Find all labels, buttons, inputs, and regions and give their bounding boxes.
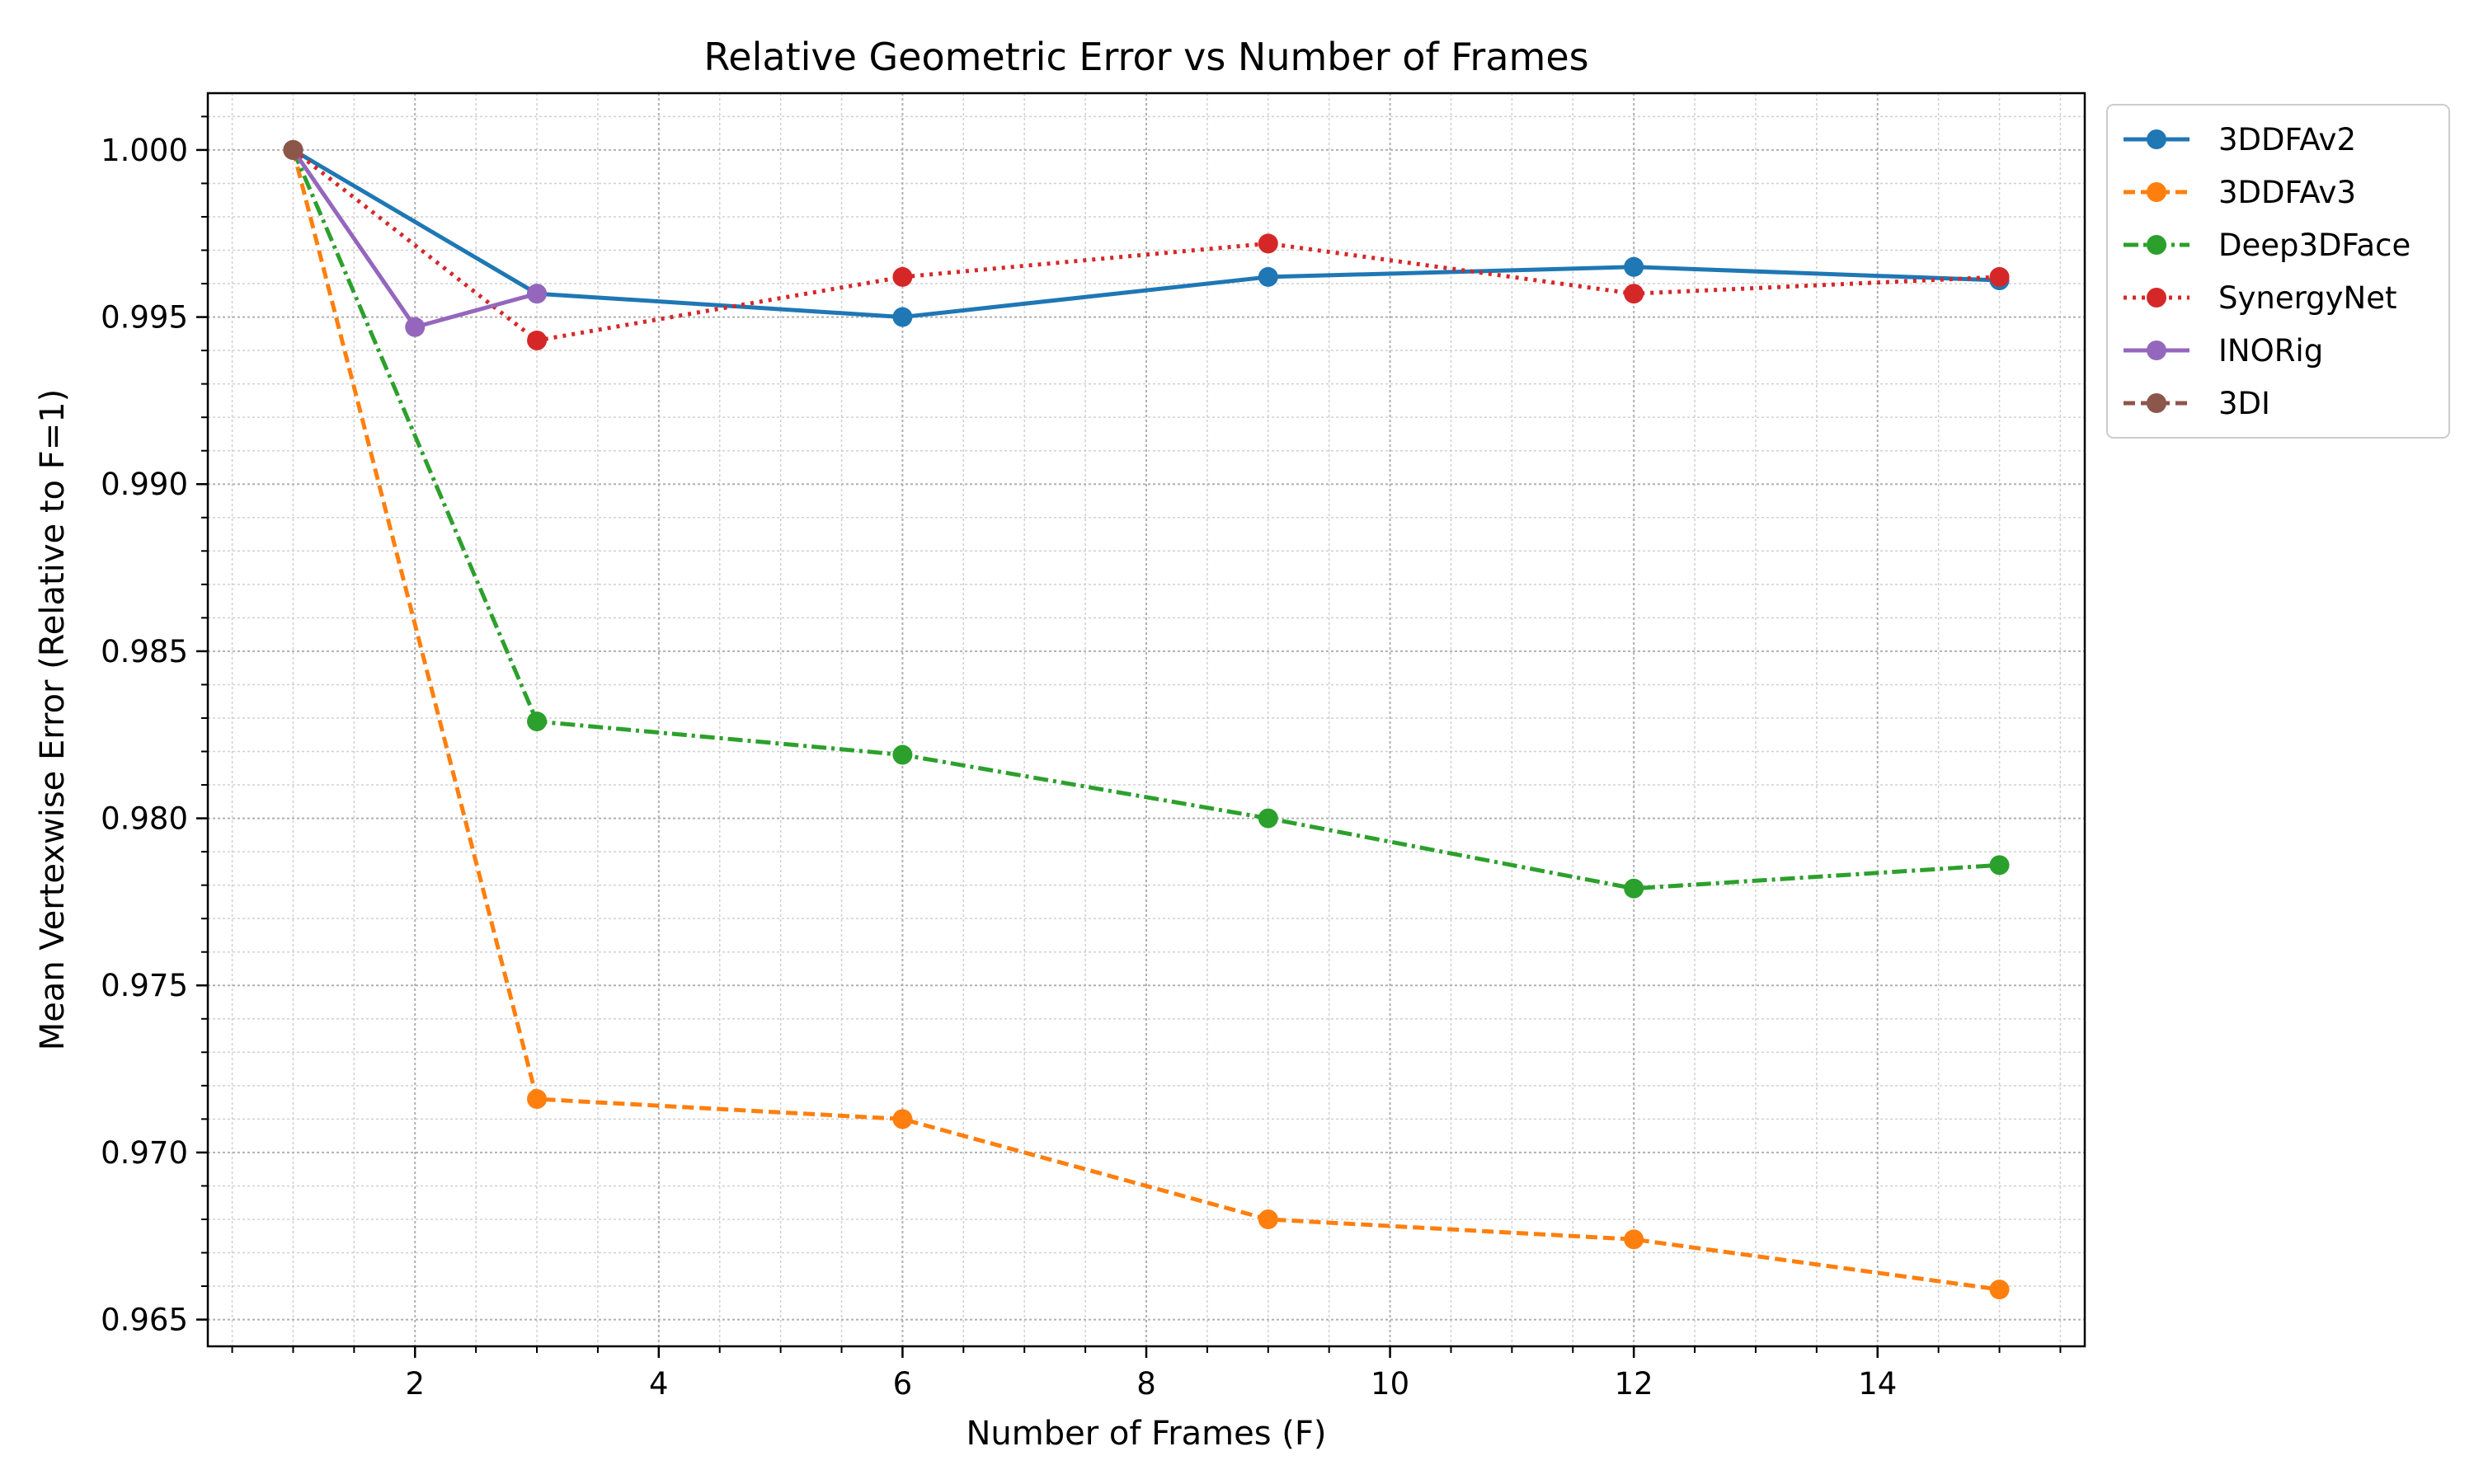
legend-label: 3DDFAv2: [2218, 122, 2356, 157]
y-axis-label: Mean Vertexwise Error (Relative to F=1): [34, 389, 72, 1051]
legend-label: Deep3DFace: [2218, 228, 2411, 263]
y-tick-label: 0.980: [101, 801, 188, 837]
data-point: [527, 330, 548, 350]
data-point: [1624, 878, 1644, 899]
legend-label: 3DDFAv3: [2218, 175, 2356, 210]
legend: 3DDFAv2 3DDFAv3 Deep3DFace SynergyNet INORig…: [2106, 104, 2450, 439]
y-tick-label: 0.965: [101, 1303, 188, 1338]
data-point: [892, 1109, 913, 1129]
x-tick-label: 6: [893, 1366, 913, 1402]
series-line: [291, 148, 2000, 343]
y-tick-label: 0.990: [101, 467, 188, 502]
data-point: [1258, 1209, 1278, 1229]
y-tick-label: 1.000: [101, 133, 188, 168]
legend-marker: [2147, 235, 2166, 255]
data-point: [1989, 1280, 2010, 1300]
legend-item-3di: 3DI: [2124, 386, 2270, 421]
y-tick-label: 0.985: [101, 634, 188, 669]
x-tick-label: 14: [1858, 1366, 1897, 1402]
legend-label: SynergyNet: [2218, 280, 2397, 316]
x-axis-label: Number of Frames (F): [966, 1415, 1326, 1453]
y-tick-label: 0.970: [101, 1135, 188, 1171]
legend-marker: [2147, 182, 2166, 202]
legend-marker: [2147, 288, 2166, 308]
legend-label: INORig: [2218, 333, 2323, 369]
series-line: [291, 148, 2000, 891]
legend-marker: [2147, 129, 2166, 149]
legend-item-3ddfav2: 3DDFAv2: [2124, 122, 2356, 157]
data-point: [1624, 1229, 1644, 1250]
x-tick-label: 4: [649, 1366, 669, 1402]
data-point: [1258, 266, 1278, 287]
legend-item-3ddfav3: 3DDFAv3: [2124, 175, 2356, 210]
series-3di: [283, 139, 303, 160]
legend-item-synergynet: SynergyNet: [2124, 280, 2397, 316]
data-point: [283, 139, 303, 160]
data-point: [892, 307, 913, 327]
series-line: [292, 148, 2000, 320]
data-point: [892, 744, 913, 765]
legend-item-deep3dface: Deep3DFace: [2124, 228, 2411, 263]
y-tick-label: 0.975: [101, 968, 188, 1003]
data-point: [527, 711, 548, 732]
data-point: [1258, 233, 1278, 254]
legend-marker: [2147, 393, 2166, 413]
y-tick-label: 0.995: [101, 300, 188, 336]
x-tick-label: 8: [1136, 1366, 1156, 1402]
data-point: [892, 266, 913, 287]
legend-box: [2106, 104, 2450, 439]
chart-title: Relative Geometric Error vs Number of Fr…: [703, 35, 1588, 79]
axis-ticks: 2 4 6 8 10 12 14 0.965 0.970 0.975 0.980 0.985 0.990…: [101, 115, 2062, 1402]
legend-item-inorig: INORig: [2124, 333, 2323, 369]
x-tick-label: 10: [1371, 1366, 1409, 1402]
data-point: [405, 317, 426, 337]
series-3ddfav3: [283, 139, 2010, 1300]
data-point: [527, 1089, 548, 1110]
series-line: [291, 149, 2000, 1292]
data-point: [1989, 266, 2010, 287]
x-tick-label: 12: [1615, 1366, 1653, 1402]
data-point: [1624, 256, 1644, 277]
legend-marker: [2147, 340, 2166, 360]
data-point: [1258, 808, 1278, 829]
legend-label: 3DI: [2218, 386, 2270, 421]
data-point: [1624, 284, 1644, 304]
data-point: [527, 284, 548, 304]
x-tick-label: 2: [405, 1366, 425, 1402]
data-point: [1989, 855, 2010, 876]
series-group: [283, 139, 2010, 1300]
